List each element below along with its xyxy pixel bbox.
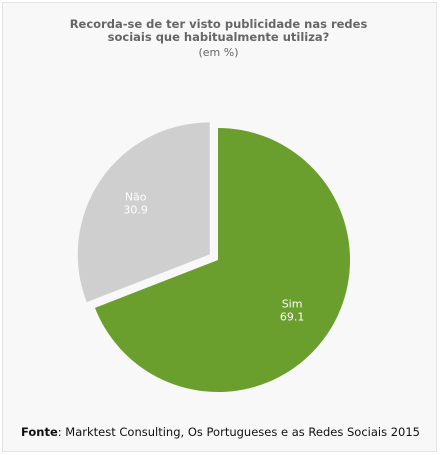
pie-value-nao: 30.9 [123,204,148,217]
pie-slice-sim [94,128,350,393]
source-label: Fonte [20,425,58,439]
chart-title-line-2: sociais que habitualmente utiliza? [107,30,330,44]
pie-label-sim: Sim [282,298,303,311]
pie-label-nao: Não [125,191,147,204]
source-note: Fonte: Marktest Consulting, Os Portugues… [0,425,441,439]
pie-value-sim: 69.1 [280,311,305,324]
source-text: : Marktest Consulting, Os Portugueses e … [57,425,420,439]
chart-title: Recorda-se de ter visto publicidade nas … [0,18,437,44]
chart-subtitle: (em %) [198,46,239,59]
chart-title-line-1: Recorda-se de ter visto publicidade nas … [69,17,368,31]
pie-slice-nao [77,122,210,303]
pie-slices [77,122,350,393]
